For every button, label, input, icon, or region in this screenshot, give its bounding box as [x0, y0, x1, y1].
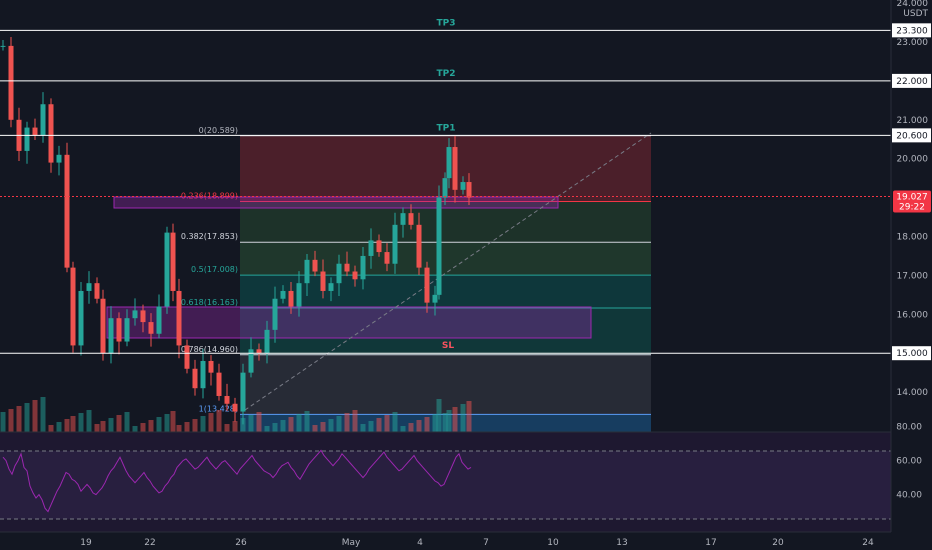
level-price-badge	[892, 346, 931, 361]
fib-zone	[240, 242, 651, 276]
fib-level-label: 1(13.428)	[199, 404, 238, 413]
level-price-value: 20.600	[896, 131, 928, 141]
time-axis[interactable]	[0, 532, 932, 550]
price-tick: 20.000	[897, 155, 929, 165]
trend-line[interactable]	[244, 132, 652, 411]
fib-level-label: 0.786(14.960)	[181, 345, 238, 354]
level-price-badge	[892, 23, 931, 38]
fib-level-label: 0.618(16.163)	[181, 298, 238, 307]
time-tick: 19	[80, 538, 92, 548]
price-tick: 23.000	[897, 38, 929, 48]
level-price-value: 23.300	[896, 26, 928, 36]
time-tick: 10	[547, 538, 559, 548]
demand-zone-box[interactable]	[106, 306, 592, 339]
price-tick: 17.000	[897, 271, 929, 281]
candlesticks	[0, 36, 472, 425]
level-price-value: 15.000	[896, 349, 928, 359]
currency-label: USDT	[903, 9, 928, 19]
level-price-labels: 23.300 22.000 20.600 15.000	[892, 23, 931, 361]
candle-countdown: 29:22	[899, 203, 925, 213]
supply-zone-box[interactable]	[113, 196, 559, 209]
time-tick: 26	[235, 538, 247, 548]
current-price-badge	[893, 190, 931, 213]
level-name-tp1: TP1	[437, 123, 456, 133]
current-price-value: 19.027	[896, 193, 928, 203]
level-price-badge	[892, 128, 931, 143]
fib-level-label: 0.236(18.899)	[181, 192, 238, 201]
price-axis[interactable]	[891, 0, 932, 532]
price-tick: 16.000	[897, 310, 929, 320]
fib-zone	[240, 354, 651, 415]
rsi-band-fill	[0, 451, 891, 519]
level-price-value: 22.000	[896, 77, 928, 87]
rsi-tick: 40.00	[896, 491, 922, 501]
rsi-tick-labels: 80.00 60.00 40.00	[896, 423, 922, 501]
price-tick-labels: 24.000 23.000 21.000 20.000 18.000 17.000 16.0…	[897, 0, 929, 398]
time-tick: May	[342, 538, 361, 548]
fib-retracement[interactable]: 0(20.589) 0.236(18.899) 0.382(17.853) 0.5(1…	[181, 126, 651, 432]
level-name-sl: SL	[442, 341, 454, 351]
fib-zone	[240, 307, 651, 355]
fib-level-label: 0.382(17.853)	[181, 232, 238, 241]
time-tick: 22	[144, 538, 155, 548]
time-tick: 24	[862, 538, 874, 548]
price-tick: 24.000	[897, 0, 929, 9]
time-tick: 7	[483, 538, 489, 548]
level-name-tp2: TP2	[437, 69, 456, 79]
time-tick: 4	[417, 538, 423, 548]
rsi-tick: 60.00	[896, 457, 922, 467]
fib-level-label: 0.5(17.008)	[191, 265, 238, 274]
level-price-badge	[892, 73, 931, 88]
time-tick: 20	[772, 538, 784, 548]
target-levels[interactable]: TP3 TP2 TP1 SL	[0, 18, 891, 354]
price-tick: 18.000	[897, 233, 929, 243]
fib-level-label: 0(20.589)	[199, 126, 238, 135]
time-tick: 13	[616, 538, 627, 548]
rsi-line	[2, 449, 472, 513]
level-name-tp3: TP3	[437, 18, 456, 28]
price-tick: 14.000	[897, 388, 929, 398]
fib-zone	[240, 275, 651, 308]
volume-bars	[0, 397, 472, 432]
price-tick: 21.000	[897, 116, 929, 126]
rsi-tick: 80.00	[896, 423, 922, 433]
time-tick: 17	[705, 538, 716, 548]
time-tick-labels: 19 22 26 May 4 7 10 13 17 20 24	[80, 538, 874, 548]
